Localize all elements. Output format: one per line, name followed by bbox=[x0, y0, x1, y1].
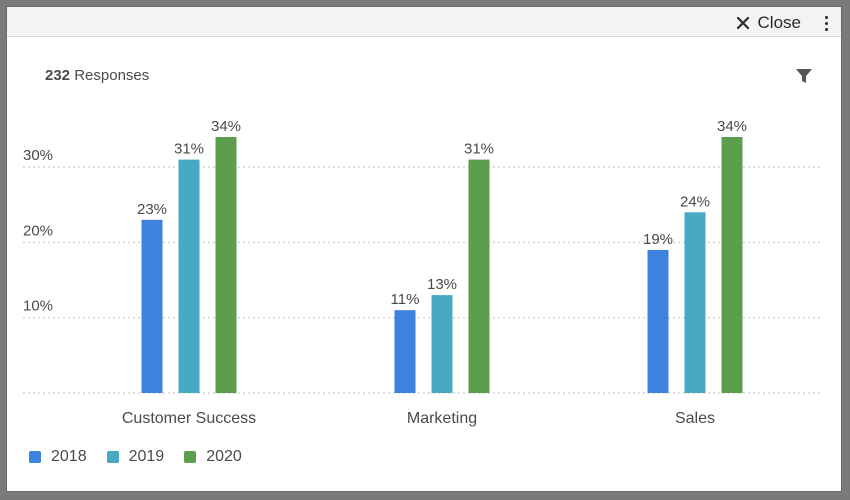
response-count-value: 232 bbox=[45, 67, 71, 84]
bar-data-label: 24% bbox=[680, 193, 710, 210]
bar-data-label: 11% bbox=[391, 291, 420, 308]
legend-item-2020[interactable]: 2020 bbox=[184, 448, 242, 466]
modal-header: Close bbox=[7, 7, 841, 37]
x-category-label: Sales bbox=[675, 410, 715, 427]
y-tick-label: 30% bbox=[23, 147, 53, 164]
response-count: 232 Responses bbox=[45, 67, 149, 84]
legend-swatch-2020 bbox=[184, 451, 197, 463]
bar-2020-1 bbox=[468, 159, 490, 393]
bar-data-label: 31% bbox=[174, 141, 204, 158]
bar-data-label: 34% bbox=[211, 118, 241, 135]
bar-chart: 10% 20% 30% 23% 31% 34% Customer Success 11% 13%… bbox=[23, 118, 823, 427]
y-tick-label: 10% bbox=[23, 298, 53, 315]
response-count-label: Responses bbox=[74, 67, 150, 84]
bar-data-label: 19% bbox=[643, 231, 673, 248]
y-tick-label: 20% bbox=[23, 222, 53, 239]
bar-data-label: 34% bbox=[717, 118, 747, 135]
bar-2018-2 bbox=[647, 249, 669, 393]
legend-label-2020: 2020 bbox=[206, 448, 242, 465]
bar-2020-0 bbox=[215, 137, 237, 393]
legend-item-2018[interactable]: 2018 bbox=[29, 448, 87, 466]
bar-2018-1 bbox=[394, 310, 416, 393]
bar-data-label: 23% bbox=[137, 201, 167, 218]
close-button[interactable]: Close bbox=[736, 12, 801, 34]
x-category-label: Marketing bbox=[407, 410, 477, 427]
legend-label-2019: 2019 bbox=[128, 448, 165, 465]
filter-icon[interactable] bbox=[795, 67, 813, 85]
more-vertical-icon[interactable] bbox=[821, 12, 831, 34]
bar-2019-2 bbox=[684, 212, 706, 393]
legend-label-2018: 2018 bbox=[51, 448, 87, 465]
legend-swatch-2019 bbox=[106, 451, 119, 463]
chart-widget-modal: Close 232 Responses 10% 20% 30% 23% 31% 34% Cu… bbox=[6, 6, 842, 492]
bar-data-label: 13% bbox=[427, 276, 457, 293]
bar-2018-0 bbox=[141, 219, 163, 393]
close-icon bbox=[736, 16, 749, 30]
bar-2019-0 bbox=[178, 159, 200, 393]
legend-swatch-2018 bbox=[29, 451, 41, 463]
chart-legend: 2018 2019 2020 bbox=[29, 448, 242, 466]
bar-2020-2 bbox=[721, 137, 743, 393]
bar-data-label: 31% bbox=[464, 141, 494, 158]
legend-item-2019[interactable]: 2019 bbox=[106, 448, 165, 466]
x-category-label: Customer Success bbox=[122, 410, 256, 427]
close-label: Close bbox=[757, 13, 801, 32]
bar-2019-1 bbox=[431, 295, 453, 393]
